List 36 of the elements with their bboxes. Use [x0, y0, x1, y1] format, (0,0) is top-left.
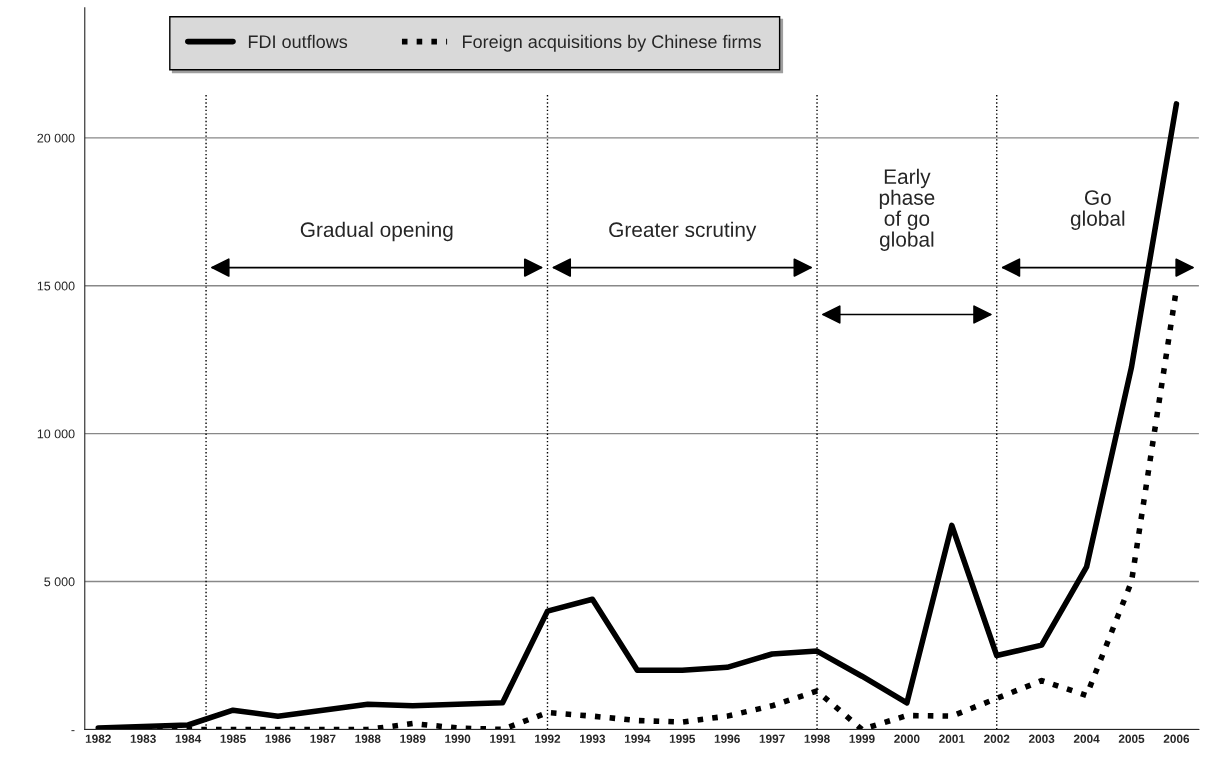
x-tick-label: 1985	[220, 734, 246, 743]
x-tick-label: 1983	[130, 734, 156, 743]
annotation: Gradual opening	[300, 221, 453, 242]
annotation: Greater scrutiny	[609, 221, 757, 242]
x-tick-label: 1987	[310, 734, 336, 743]
x-tick-label: 1990	[445, 734, 471, 743]
annotation: Early phase of go global	[879, 168, 935, 251]
x-tick-label: 1991	[490, 734, 516, 743]
x-tick-label: 2001	[939, 734, 965, 743]
x-tick-label: 2003	[1028, 734, 1055, 743]
legend-label: Foreign acquisitions by Chinese firms	[463, 34, 761, 52]
x-tick-label: 1988	[355, 734, 381, 743]
x-tick-label: 2005	[1118, 734, 1145, 743]
x-tick-label: 1994	[624, 734, 651, 743]
x-tick-label: 1989	[400, 734, 426, 743]
x-tick-label: 1995	[669, 734, 696, 743]
x-tick-label: 1992	[535, 734, 561, 743]
x-tick-label: 1986	[265, 734, 291, 743]
x-tick-label: 1996	[714, 734, 740, 743]
y-tick-label: 10 000	[37, 429, 75, 439]
y-tick-label: 5 000	[44, 577, 75, 587]
x-tick-label: 2006	[1163, 734, 1190, 743]
x-tick-label: 1984	[175, 734, 202, 743]
x-tick-label: 1982	[85, 734, 111, 743]
x-tick-label: 1993	[580, 734, 606, 743]
x-tick-label: 1997	[759, 734, 785, 743]
y-tick-label: 20 000	[37, 133, 75, 143]
x-tick-label: 2002	[984, 734, 1010, 743]
y-tick-label: -	[71, 730, 75, 732]
x-tick-label: 2004	[1073, 734, 1100, 743]
y-tick-label: 15 000	[37, 281, 75, 291]
x-tick-label: 1999	[849, 734, 875, 743]
legend-label: FDI outflows	[248, 34, 348, 49]
annotation: Go global	[1070, 190, 1125, 231]
x-tick-label: 1998	[804, 734, 830, 743]
x-tick-label: 2000	[894, 734, 920, 743]
